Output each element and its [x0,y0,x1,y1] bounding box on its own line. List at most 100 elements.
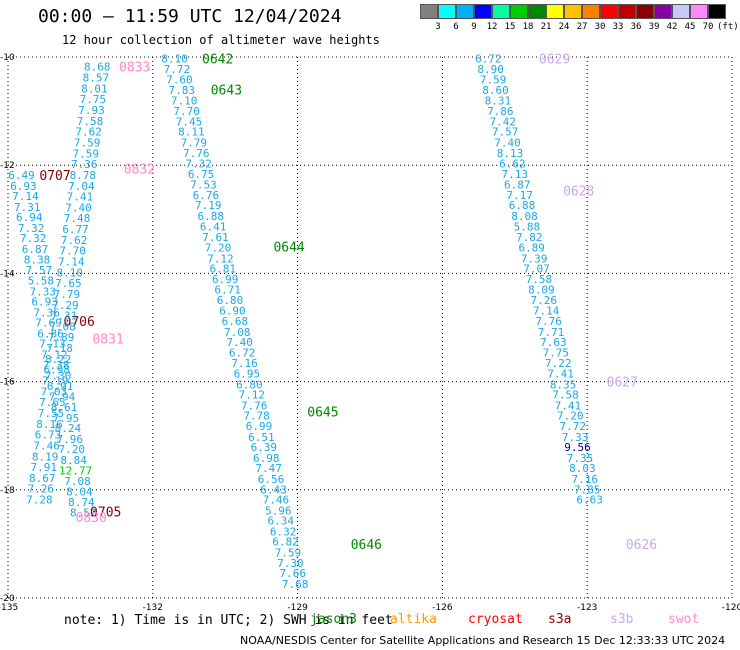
swh-value: 6.71 [214,284,241,297]
swh-value: 7.58 [526,273,553,286]
swh-value: 7.40 [226,336,253,349]
swh-value: 7.59 [72,147,99,160]
swh-value: 7.40 [65,201,92,214]
swh-value: 7.13 [39,338,66,351]
swh-value: 7.45 [176,115,203,128]
swh-value: 7.79 [181,136,208,149]
swh-value: 7.14 [533,305,560,318]
swh-value: 7.68 [282,578,309,591]
swh-value: 7.76 [535,315,562,328]
legend-swatch [654,4,672,19]
swh-value: 7.32 [18,222,45,235]
swh-value: 7.75 [80,93,107,106]
swh-value: 9.56 [564,441,591,454]
pass-time-label: 0643 [211,83,242,98]
legend-label: 45 [684,22,696,32]
swh-value: 7.36 [71,158,98,171]
swh-value: 7.69 [35,317,62,330]
swh-value: 6.43 [260,483,287,496]
legend-label: 27 [576,22,588,32]
swh-value: 8.19 [32,450,59,463]
swh-value: 7.57 [26,264,53,277]
legend-label: 39 [648,22,660,32]
swh-value: 8.68 [84,61,111,74]
lat-tick-label: -14 [0,269,15,279]
swh-value: 7.66 [280,567,307,580]
pass-time-label: 0629 [539,53,570,68]
swh-value: 7.61 [202,231,229,244]
swh-value: 6.99 [212,273,239,286]
legend-swatch [582,4,600,19]
swh-value: 7.75 [543,346,570,359]
lat-tick-label: -10 [0,53,15,63]
pass-time-label: 0832 [124,162,155,177]
legend-label: 24 [558,22,570,32]
swh-value: 7.30 [277,557,304,570]
swh-value: 8.60 [482,84,509,97]
swh-value: 7.79 [54,288,81,301]
swh-value: 6.56 [258,473,285,486]
swh-value: 6.34 [267,515,294,528]
swh-value: 7.65 [39,396,66,409]
footer-note: note: 1) Time is in UTC; 2) SWH is in fe… [64,613,393,628]
swh-value: 6.73 [35,429,62,442]
swh-value: 8.31 [485,94,512,107]
legend-label: 12 [486,22,498,32]
swh-value: 6.87 [504,179,531,192]
swh-value: 6.88 [197,210,224,223]
swh-value: 7.83 [169,84,196,97]
swh-value: 8.22 [45,353,72,366]
swh-value: 8.16 [36,418,63,431]
swh-value: 8.78 [70,169,97,182]
lon-tick-label: -126 [432,603,453,613]
legend-label: 18 [522,22,534,32]
swh-value: 5.88 [514,220,541,233]
swh-value: 7.19 [195,199,222,212]
satellite-altika: altika [390,612,437,627]
swh-value: 7.41 [67,191,94,204]
legend-label: 33 [612,22,624,32]
legend-label: 21 [540,22,552,32]
swh-value: 6.88 [509,199,536,212]
pass-time-label: 0706 [64,315,95,330]
swh-value: 7.10 [171,94,198,107]
swh-value: 7.60 [166,74,193,87]
lon-tick-label: -120 [722,603,740,613]
swh-value: 7.62 [61,234,88,247]
swh-value: 6.87 [22,243,49,256]
satellite-legend: jason3 altika cryosat s3a s3b swot [0,612,740,630]
swh-value: 7.35 [567,452,594,465]
swh-value: 7.59 [480,74,507,87]
legend-swatch [618,4,636,19]
swh-value: 8.01 [81,82,108,95]
swh-value: 6.68 [222,315,249,328]
swh-value: 7.16 [572,473,599,486]
swh-value: 7.12 [238,389,265,402]
swh-value: 7.93 [78,104,105,117]
swh-value: 7.26 [28,483,55,496]
swh-value: 7.33 [562,431,589,444]
swh-value: 7.70 [173,105,200,118]
swh-value: 7.12 [207,252,234,265]
satellite-s3a: s3a [548,612,572,627]
swh-value: 8.04 [66,485,93,498]
pass-time-label: 0642 [202,53,233,68]
swh-value: 7.86 [487,105,514,118]
swh-value: 6.72 [229,346,256,359]
swh-value: 6.93 [10,180,37,193]
swh-value: 7.32 [185,158,212,171]
swh-value: 8.35 [550,378,577,391]
swh-value: 7.63 [540,336,567,349]
pass-time-label: 0705 [90,505,121,520]
swh-value: 6.90 [219,305,246,318]
swh-value: 8.90 [477,63,504,76]
swh-value: 7.13 [502,168,529,181]
swh-value: 7.58 [552,389,579,402]
swh-value: 7.55 [38,407,65,420]
lat-tick-label: -18 [0,486,15,496]
legend-swatch [690,4,708,19]
pass-time-label: 0644 [273,240,304,255]
swh-value: 8.74 [68,496,95,509]
legend-label: 36 [630,22,642,32]
